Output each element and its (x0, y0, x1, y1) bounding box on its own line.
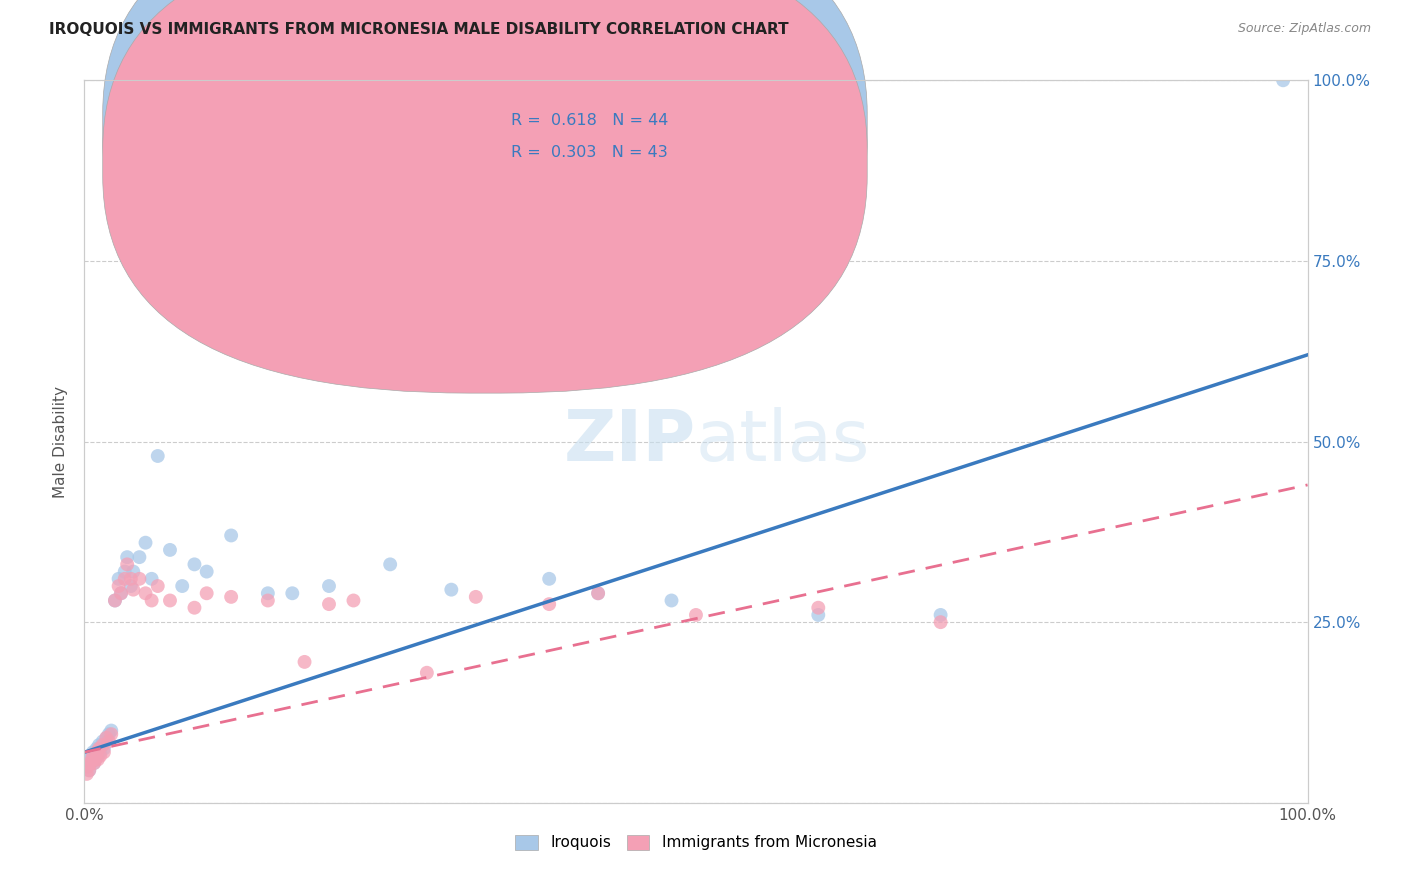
Point (257, 586, 280, 600)
Point (807, 600, 830, 615)
Point (114, 572, 136, 586)
Point (87, 748, 110, 763)
Point (146, 449, 169, 463)
Point (146, 579, 169, 593)
Point (77, 760, 100, 774)
Point (104, 593, 127, 607)
Point (219, 528, 242, 542)
Point (100, 727, 122, 741)
Legend: Iroquois, Immigrants from Micronesia: Iroquois, Immigrants from Micronesia (509, 829, 883, 856)
Point (128, 572, 150, 586)
Point (929, 615, 952, 630)
Point (93, 741, 115, 756)
Point (87, 738, 110, 752)
Point (586, 586, 609, 600)
Text: R =  0.303   N = 43: R = 0.303 N = 43 (512, 145, 668, 161)
Point (89, 745, 111, 759)
Point (115, 558, 138, 572)
Point (122, 565, 145, 579)
Point (77, 764, 100, 778)
Point (107, 572, 129, 586)
Point (93, 745, 115, 759)
Point (538, 597, 561, 611)
Point (84, 752, 107, 766)
Point (120, 572, 142, 586)
Point (97, 727, 120, 741)
Point (83, 756, 105, 770)
Point (318, 579, 340, 593)
Point (83, 756, 105, 770)
FancyBboxPatch shape (457, 102, 745, 185)
Point (80, 748, 103, 763)
Point (76, 767, 98, 781)
Point (183, 600, 205, 615)
Point (281, 586, 304, 600)
Point (440, 582, 463, 597)
Point (464, 590, 486, 604)
Point (80, 752, 103, 766)
Point (294, 655, 316, 669)
Point (91, 738, 114, 752)
Y-axis label: Male Disability: Male Disability (53, 385, 69, 498)
Text: ZIP: ZIP (564, 407, 696, 476)
Point (76, 760, 98, 774)
Point (159, 542, 181, 557)
Point (115, 550, 138, 565)
Point (104, 593, 127, 607)
Point (318, 597, 340, 611)
Point (114, 565, 136, 579)
Point (128, 550, 150, 565)
Point (77, 764, 100, 778)
Point (929, 607, 952, 622)
FancyBboxPatch shape (103, 0, 868, 393)
Point (135, 586, 157, 600)
Point (685, 607, 707, 622)
Point (91, 734, 114, 748)
Point (110, 586, 132, 600)
Text: IROQUOIS VS IMMIGRANTS FROM MICRONESIA MALE DISABILITY CORRELATION CHART: IROQUOIS VS IMMIGRANTS FROM MICRONESIA M… (49, 22, 789, 37)
Point (96, 731, 118, 745)
Point (195, 565, 218, 579)
Text: atlas: atlas (696, 407, 870, 476)
Point (87, 752, 110, 766)
Point (195, 586, 218, 600)
FancyBboxPatch shape (103, 0, 868, 357)
Point (86, 745, 108, 759)
Point (416, 665, 439, 680)
Point (96, 731, 118, 745)
Point (159, 593, 181, 607)
Point (79, 756, 101, 770)
Point (141, 572, 163, 586)
Text: Source: ZipAtlas.com: Source: ZipAtlas.com (1237, 22, 1371, 36)
Point (107, 579, 129, 593)
Point (89, 748, 111, 763)
Point (141, 593, 163, 607)
Point (661, 593, 683, 607)
Point (86, 741, 108, 756)
Point (380, 558, 402, 572)
Point (183, 558, 205, 572)
Point (77, 752, 100, 766)
Point (82, 745, 104, 759)
Point (586, 586, 609, 600)
Point (1272, 73, 1295, 87)
Point (122, 582, 145, 597)
Point (342, 593, 364, 607)
Point (538, 572, 561, 586)
Text: R =  0.618   N = 44: R = 0.618 N = 44 (512, 112, 669, 128)
Point (135, 535, 157, 549)
Point (257, 593, 280, 607)
Point (84, 752, 107, 766)
Point (807, 607, 830, 622)
Point (79, 756, 101, 770)
Point (100, 723, 122, 738)
Point (82, 748, 104, 763)
Point (172, 579, 194, 593)
Point (97, 734, 120, 748)
Point (110, 586, 132, 600)
Point (219, 590, 242, 604)
Point (120, 579, 142, 593)
Point (87, 741, 110, 756)
